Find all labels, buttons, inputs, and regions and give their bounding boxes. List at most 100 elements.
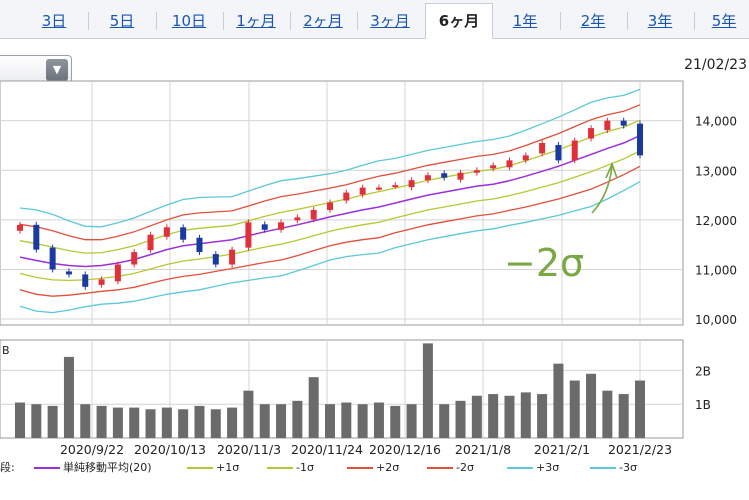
candle-body bbox=[98, 279, 105, 285]
date-tick-label: 2020/9/22 bbox=[60, 442, 124, 457]
volume-bar bbox=[602, 390, 613, 438]
volume-bar bbox=[488, 394, 499, 438]
volume-bar bbox=[325, 404, 335, 438]
tab-3d[interactable]: 3日 bbox=[41, 12, 67, 30]
volume-bar bbox=[471, 395, 482, 438]
candle-body bbox=[310, 209, 317, 220]
annotation-arrowhead bbox=[605, 161, 618, 179]
tab-separator bbox=[88, 12, 89, 30]
legend-swatch bbox=[347, 467, 373, 469]
candle-body bbox=[359, 187, 366, 195]
volume-bar bbox=[341, 402, 352, 438]
candle-body bbox=[147, 234, 154, 251]
candle-body bbox=[588, 128, 595, 139]
candle-body bbox=[212, 254, 219, 265]
tab-2m[interactable]: 2ヶ月 bbox=[303, 12, 343, 30]
tab-separator bbox=[223, 12, 224, 30]
legend-prefix: 段: bbox=[0, 461, 15, 474]
volume-bar bbox=[618, 394, 629, 438]
candle-body bbox=[637, 123, 643, 156]
volume-bar bbox=[96, 405, 107, 438]
candle-body bbox=[229, 249, 236, 265]
candle-body bbox=[571, 140, 578, 161]
candle-body bbox=[375, 187, 382, 190]
volume-tick-label: 1B bbox=[695, 398, 711, 412]
volume-bar bbox=[586, 373, 597, 438]
tab-separator bbox=[627, 12, 628, 30]
candle-body bbox=[49, 247, 56, 270]
volume-bar bbox=[145, 409, 156, 438]
tab-separator bbox=[357, 12, 358, 30]
tab-1y[interactable]: 1年 bbox=[512, 12, 538, 30]
legend-item-minus1: -1σ bbox=[267, 458, 314, 478]
legend: 段: 単純移動平均(20) +1σ -1σ +2σ -2σ +3σ -3σ bbox=[0, 458, 749, 478]
candle-body bbox=[343, 192, 350, 201]
candle-body bbox=[424, 175, 431, 181]
candle-body bbox=[392, 185, 399, 188]
volume-bar bbox=[47, 405, 58, 438]
candle-body bbox=[490, 165, 497, 169]
volume-tick-label: 2B bbox=[695, 364, 711, 378]
volume-bar bbox=[259, 404, 270, 438]
volume-axis-label: B bbox=[2, 344, 10, 357]
legend-swatch bbox=[590, 467, 616, 469]
price-tick-label: 13,000 bbox=[695, 164, 737, 178]
date-tick-label: 2020/10/13 bbox=[134, 442, 206, 457]
annotation-arrow bbox=[591, 165, 613, 214]
volume-bar bbox=[537, 394, 548, 438]
minus3-sigma-line bbox=[19, 181, 641, 314]
volume-bar bbox=[422, 343, 433, 438]
volume-bar bbox=[373, 402, 384, 438]
tab-3m[interactable]: 3ヶ月 bbox=[370, 12, 410, 30]
volume-bar bbox=[15, 402, 25, 438]
candle-body bbox=[245, 222, 252, 248]
candle-body bbox=[278, 222, 285, 230]
candle-body bbox=[33, 224, 40, 250]
tab-5d[interactable]: 5日 bbox=[109, 12, 135, 30]
date-tick-label: 2020/11/3 bbox=[217, 442, 281, 457]
volume-bar bbox=[210, 409, 221, 438]
legend-item-minus2: -2σ bbox=[427, 458, 474, 478]
candle-body bbox=[261, 224, 268, 230]
tab-separator bbox=[560, 12, 561, 30]
price-tick-label: 14,000 bbox=[695, 115, 737, 129]
legend-label: +2σ bbox=[376, 461, 400, 474]
tab-separator bbox=[694, 12, 695, 30]
price-tick-label: 11,000 bbox=[695, 263, 737, 277]
minus2-sigma-annotation: −2σ bbox=[504, 241, 584, 285]
triangle-down-icon[interactable]: ▼ bbox=[46, 59, 68, 81]
legend-item-minus3: -3σ bbox=[590, 458, 637, 478]
tab-3y[interactable]: 3年 bbox=[647, 12, 673, 30]
minus1-sigma-line bbox=[19, 150, 641, 282]
tab-2y[interactable]: 2年 bbox=[580, 12, 606, 30]
candle-body bbox=[17, 224, 23, 231]
volume-bar bbox=[439, 404, 450, 438]
legend-item-plus1: +1σ bbox=[187, 458, 239, 478]
plus3-sigma-line bbox=[19, 88, 641, 228]
legend-swatch bbox=[34, 467, 60, 469]
volume-bar bbox=[455, 400, 466, 438]
legend-item-ma20: 単純移動平均(20) bbox=[34, 458, 152, 478]
candle-body bbox=[65, 271, 72, 275]
candle-body bbox=[408, 180, 415, 188]
tab-5y[interactable]: 5年 bbox=[711, 12, 737, 30]
volume-bar bbox=[520, 392, 531, 438]
volume-bar bbox=[276, 404, 287, 438]
volume-bar bbox=[227, 407, 238, 438]
legend-item-plus2: +2σ bbox=[347, 458, 399, 478]
tab-6m[interactable]: 6ヶ月 bbox=[425, 3, 493, 39]
plus2-sigma-line bbox=[19, 104, 641, 241]
volume-bar bbox=[504, 395, 515, 438]
legend-item-plus3: +3σ bbox=[507, 458, 559, 478]
ma20-line bbox=[19, 134, 641, 268]
volume-bar bbox=[129, 407, 140, 438]
candle-body bbox=[294, 217, 301, 221]
tab-10d[interactable]: 10日 bbox=[171, 12, 207, 30]
tab-1m[interactable]: 1ヶ月 bbox=[236, 12, 276, 30]
price-panel bbox=[0, 80, 684, 326]
candle-body bbox=[473, 170, 480, 173]
legend-label: -1σ bbox=[296, 461, 314, 474]
legend-label: +1σ bbox=[216, 461, 240, 474]
minus2-sigma-line bbox=[19, 165, 641, 297]
candle-body bbox=[620, 120, 627, 126]
